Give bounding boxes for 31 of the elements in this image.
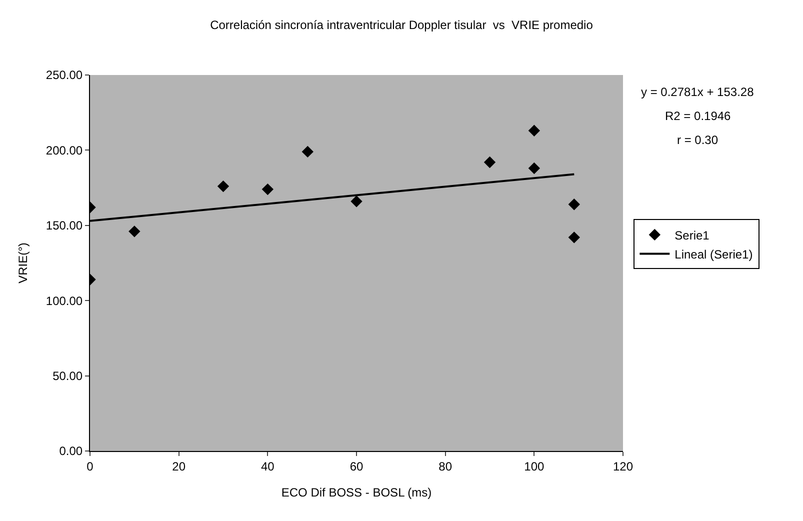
text: r = 0.30 (677, 133, 718, 147)
y-tick-label: 200.00 (46, 143, 83, 158)
y-tick-label: 100.00 (46, 294, 83, 308)
point (262, 183, 274, 196)
y-tick-label: 150.00 (46, 218, 83, 233)
text: y = 0.2781x + 153.28 (641, 85, 754, 99)
point (350, 195, 362, 208)
point (568, 198, 580, 210)
point (217, 180, 230, 192)
x-axis-title: ECO Dif BOSS - BOSL (ms) (281, 485, 432, 500)
text: R2 = 0.1946 (665, 109, 732, 123)
point (528, 162, 540, 174)
x-tick-label: 100 (524, 459, 544, 474)
x-tick-label: 20 (172, 459, 186, 474)
point (484, 156, 496, 168)
x-tick-label: 0 (86, 459, 94, 474)
y-tick-label: 50.00 (52, 369, 83, 383)
y-tick-label: 250.00 (46, 68, 83, 82)
x-tick-label: 80 (438, 459, 452, 474)
legend-label: Serie1 (674, 228, 710, 242)
point (128, 226, 140, 238)
chart-title: Correlación sincronía intraventricular Doppler tisular vs VRIE promedio (210, 18, 594, 32)
x-tick-label: 60 (350, 459, 364, 474)
point (568, 232, 580, 244)
legend-label: Lineal (Serie1) (674, 247, 753, 262)
y-axis-title: VRIE(°) (16, 242, 30, 284)
x-tick-label: 120 (612, 459, 634, 474)
x-tick-label: 40 (260, 459, 275, 474)
point (528, 124, 540, 136)
y-tick-label: 0.00 (59, 444, 83, 458)
point (302, 146, 314, 158)
